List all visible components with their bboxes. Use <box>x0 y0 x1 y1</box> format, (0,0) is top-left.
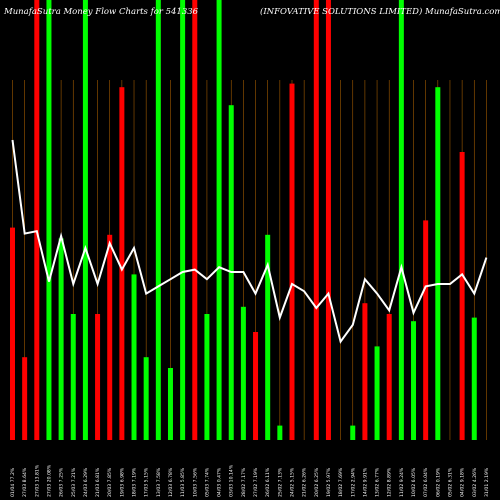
x-tick-label: 28/02 7.17% <box>241 467 247 497</box>
x-tick-label: 12/02 8.89% <box>387 467 393 497</box>
bar <box>435 87 441 440</box>
x-tick-label: 25/02 7.13% <box>277 467 283 497</box>
bar <box>167 368 173 440</box>
x-tick-label: 11/03 5.85% <box>180 467 186 497</box>
bar <box>34 0 40 440</box>
price-line <box>11 139 488 344</box>
x-tick-label: 19/03 6.98% <box>119 467 125 497</box>
bar <box>70 314 76 440</box>
bar <box>180 0 186 440</box>
bar <box>398 0 404 440</box>
bar <box>107 234 113 440</box>
bar <box>277 425 283 440</box>
bar <box>192 0 198 440</box>
x-tick-label: 27/03 13.81% <box>34 464 40 497</box>
x-tick-label: 19/02 5.97% <box>326 467 332 497</box>
bar <box>459 152 465 440</box>
x-tick-label: 11/02 9.24% <box>399 467 405 497</box>
bar <box>423 220 429 440</box>
bar <box>10 227 15 440</box>
x-tick-label: 25/03 7.21% <box>71 467 77 497</box>
x-tick-label: 13/02 6.77% <box>375 467 381 497</box>
x-tick-label: 17/02 2.94% <box>350 467 356 497</box>
x-tick-label: 05/03 7.74% <box>204 467 210 497</box>
chart-title-right: (INFOVATIVE SOLUTIONS LIMITED) MunafaSut… <box>260 6 500 17</box>
price-line-path <box>11 139 488 344</box>
x-tick-label: 03/02 4.26% <box>472 467 478 497</box>
chart-title-left: MunafaSutra Money Flow Charts for 541336 <box>3 7 199 17</box>
bar <box>471 317 477 440</box>
x-tick-label: 07/02 6.04% <box>423 467 429 497</box>
bar <box>240 306 246 440</box>
x-tick-label: 10/02 6.05% <box>411 467 417 497</box>
x-tick-label: 26/02 6.11% <box>265 467 271 497</box>
bar <box>265 234 271 440</box>
x-tick-label: 04/02 9.18% <box>460 467 466 497</box>
bar <box>289 83 295 440</box>
bar <box>58 238 64 440</box>
x-tick-label: 10/03 7.56% <box>192 467 198 497</box>
bar <box>46 0 52 440</box>
bar <box>313 0 319 440</box>
x-tick-label: 21/02 6.26% <box>302 467 308 497</box>
bar <box>411 321 417 440</box>
x-tick-label: 04/03 0.47% <box>217 467 223 497</box>
bar <box>22 357 28 440</box>
bar <box>95 314 101 440</box>
x-tick-label: 14/02 9.91% <box>362 467 368 497</box>
bar <box>374 346 380 440</box>
x-tick-label: 13/03 7.58% <box>156 467 162 497</box>
x-tick-label: 20/02 6.25% <box>314 467 320 497</box>
x-tick-label: 27/03 8.64% <box>22 467 28 497</box>
bar <box>253 332 259 440</box>
bar <box>82 0 88 440</box>
x-tick-label: 31/01 2.19% <box>484 467 490 497</box>
x-tick-label: 17/03 5.15% <box>144 467 150 497</box>
x-tick-label: 27/03 20.08% <box>46 464 52 497</box>
x-tick-label: 24/02 5.15% <box>289 467 295 497</box>
x-tick-label: 20/03 7.85% <box>107 467 113 497</box>
x-tick-label: 05/02 6.31% <box>447 467 453 497</box>
bar <box>350 425 356 440</box>
x-tick-label: 18/02 7.69% <box>338 467 344 497</box>
x-tick-label: 26/03 7.25% <box>59 467 65 497</box>
x-tick-labels: 01/04 77.2% 27/03 8.64% 27/03 13.81% 27/03 … <box>10 464 490 497</box>
bar <box>119 87 125 440</box>
bar <box>325 0 331 440</box>
bar <box>362 303 368 440</box>
x-tick-label: 01/04 77.2% <box>10 467 16 497</box>
x-tick-label: 24/03 6.29% <box>83 467 89 497</box>
x-tick-label: 21/03 6.81% <box>95 467 101 497</box>
x-tick-label: 06/02 0.19% <box>435 467 441 497</box>
x-tick-label: 03/03 10.14% <box>229 464 235 497</box>
x-tick-label: 12/03 6.78% <box>168 467 174 497</box>
x-tick-label: 27/02 7.19% <box>253 467 259 497</box>
bar <box>143 357 149 440</box>
bar <box>204 314 210 440</box>
bar <box>216 0 222 440</box>
bar <box>131 274 137 440</box>
bar <box>155 0 161 440</box>
x-tick-label: 18/03 7.19% <box>132 467 138 497</box>
bar <box>386 314 392 440</box>
